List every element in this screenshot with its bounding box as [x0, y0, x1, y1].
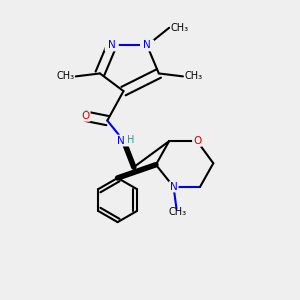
- Text: CH₃: CH₃: [171, 23, 189, 33]
- Text: CH₃: CH₃: [184, 71, 202, 81]
- Text: O: O: [193, 136, 201, 146]
- Text: CH₃: CH₃: [56, 71, 74, 81]
- FancyBboxPatch shape: [105, 40, 119, 51]
- Text: N: N: [143, 40, 151, 50]
- FancyBboxPatch shape: [140, 40, 154, 51]
- Text: O: O: [81, 111, 89, 121]
- FancyBboxPatch shape: [80, 110, 91, 122]
- Text: CH₃: CH₃: [169, 207, 187, 217]
- Text: N: N: [170, 182, 177, 192]
- FancyBboxPatch shape: [169, 181, 178, 192]
- FancyBboxPatch shape: [114, 135, 133, 146]
- Text: N: N: [117, 136, 125, 146]
- Text: H: H: [127, 135, 134, 145]
- Text: N: N: [108, 40, 116, 50]
- FancyBboxPatch shape: [192, 136, 202, 147]
